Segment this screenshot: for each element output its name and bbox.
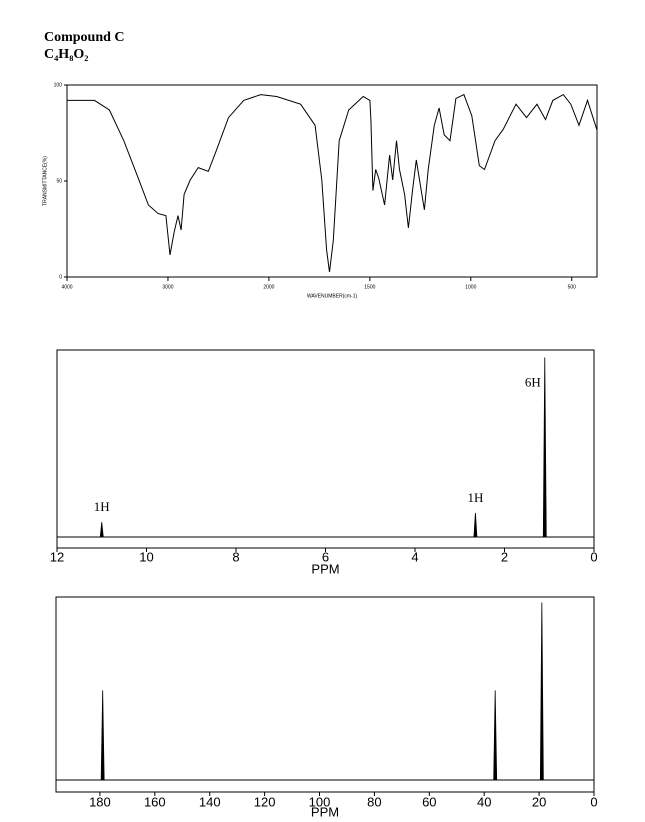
peak (542, 357, 547, 538)
plot-frame (55, 596, 595, 793)
x-tick-label: 180 (89, 794, 111, 809)
x-tick-label: 8 (232, 549, 239, 564)
y-tick-label: 0 (59, 274, 62, 280)
x-tick-label: 500 (568, 284, 577, 290)
y-tick-label: 50 (56, 178, 62, 184)
x-tick-label: 0 (590, 794, 597, 809)
x-tick-label: 40 (477, 794, 491, 809)
x-tick-label: 0 (590, 549, 597, 564)
x-axis-label: WAVENUMBER(cm-1) (307, 293, 358, 299)
x-axis-label: PPM (311, 804, 339, 819)
x-tick-label: 20 (532, 794, 546, 809)
peak-annotation: 6H (525, 375, 541, 390)
peak (539, 602, 544, 781)
x-tick-label: 4000 (61, 284, 72, 290)
x-axis-label: PPM (311, 561, 339, 576)
x-tick-label: 3000 (162, 284, 173, 290)
y-tick-label: 100 (54, 82, 63, 88)
peak (99, 522, 104, 538)
plot-frame (56, 349, 595, 549)
formula: C₄H₈O₂ (44, 47, 88, 62)
ir-trace (67, 93, 598, 273)
peak (493, 690, 498, 781)
x-tick-label: 140 (199, 794, 221, 809)
peak (100, 690, 105, 781)
x-tick-label: 4 (411, 549, 418, 564)
peak-annotation: 1H (467, 490, 483, 505)
x-tick-label: 1500 (364, 284, 375, 290)
x-tick-label: 2000 (263, 284, 274, 290)
x-tick-label: 6 (322, 549, 329, 564)
x-tick-label: 80 (367, 794, 381, 809)
x-tick-label: 160 (144, 794, 166, 809)
x-tick-label: 12 (50, 549, 64, 564)
x-tick-label: 120 (254, 794, 276, 809)
x-tick-label: 10 (139, 549, 153, 564)
x-tick-label: 2 (501, 549, 508, 564)
x-tick-label: 1000 (465, 284, 476, 290)
x-tick-label: 60 (422, 794, 436, 809)
peak (473, 512, 478, 538)
title: Compound C (44, 30, 125, 45)
peak-annotation: 1H (94, 499, 110, 514)
y-axis-label: TRANSMITTANCE(%) (42, 156, 48, 206)
x-tick-label: 100 (309, 794, 331, 809)
